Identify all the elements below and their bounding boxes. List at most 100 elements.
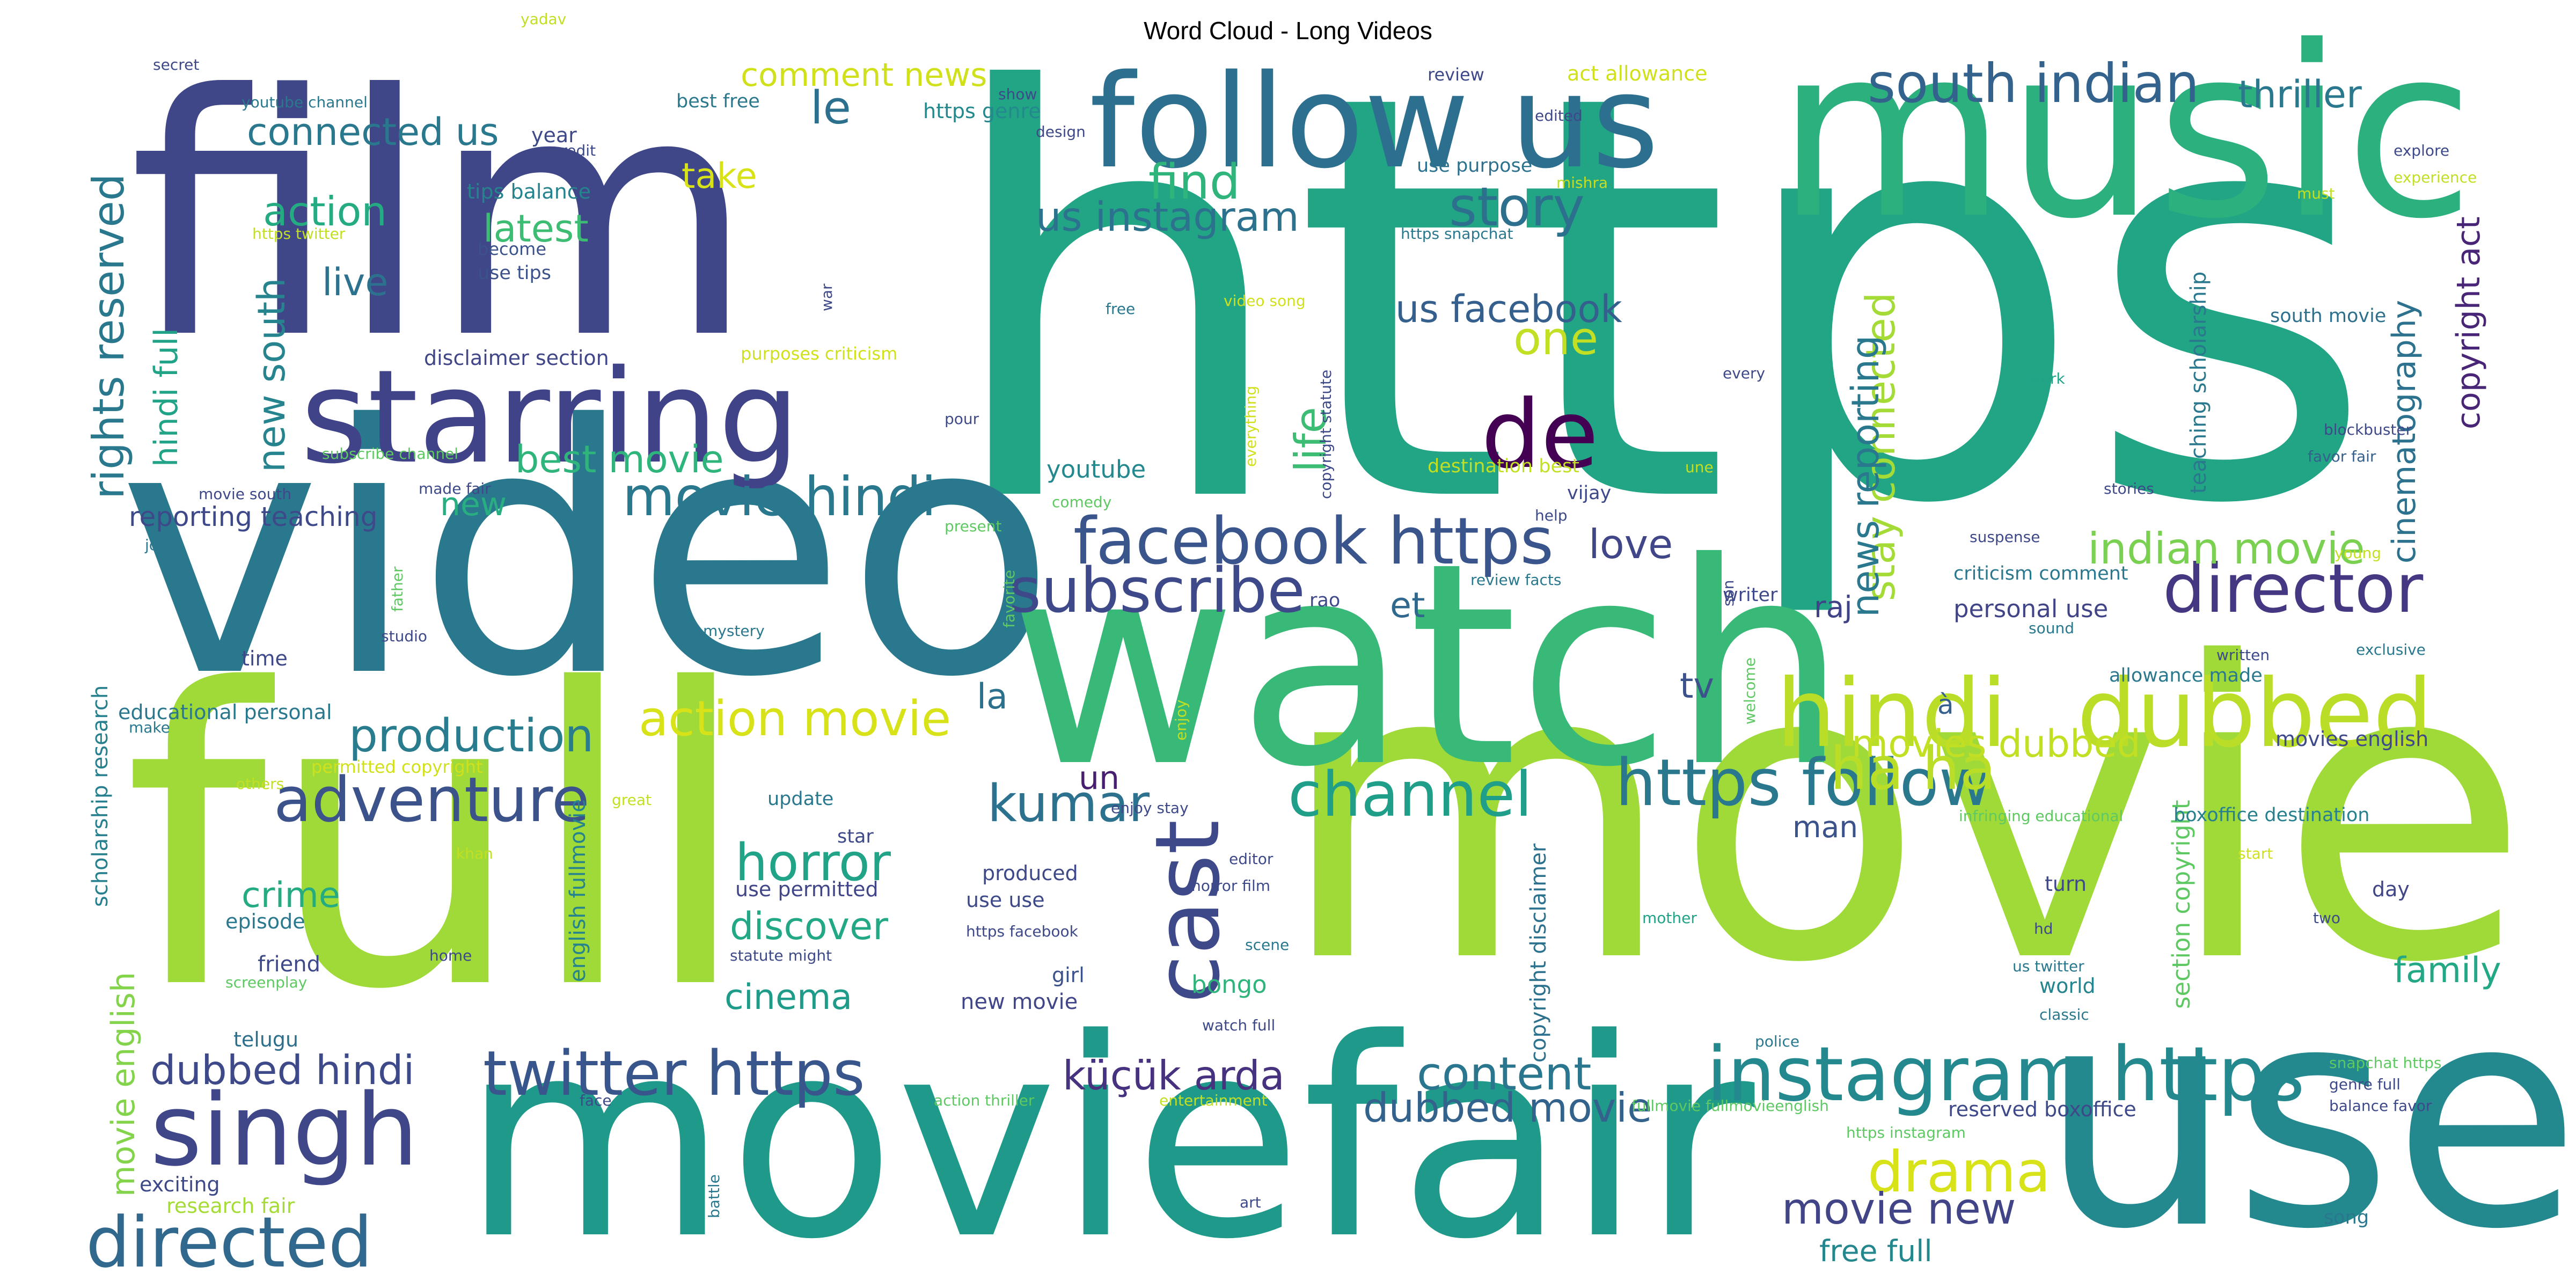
word-research-fair: research fair (166, 1194, 295, 1218)
word-hd: hd (2034, 920, 2053, 938)
word-love: love (1589, 521, 1673, 568)
word-educational-personal: educational personal (118, 700, 332, 724)
word-south-movie: south movie (2270, 305, 2386, 327)
word-join: join (144, 536, 172, 554)
word-entertainment: entertainment (1159, 1092, 1268, 1109)
word-enjoy-stay: enjoy stay (1111, 799, 1189, 817)
word-section-copyright: section copyright (2167, 800, 2196, 1009)
word-youtube-channel: youtube channel (241, 93, 368, 111)
word-design: design (1036, 123, 1086, 141)
word-action-thriller: action thriller (934, 1092, 1035, 1109)
word-face: face (580, 1092, 612, 1109)
word-take: take (682, 156, 757, 196)
word-k-k-arda: küçük arda (1063, 1052, 1285, 1099)
word-mishra: mishra (1556, 174, 1608, 192)
word-every: every (1723, 364, 1765, 382)
word-rights-reserved: rights reserved (84, 173, 134, 499)
word-favorite: favorite (1000, 570, 1018, 628)
word-movie: movie (1277, 577, 2530, 1052)
chart-title: Word Cloud - Long Videos (1144, 17, 1432, 45)
word-scholarship-research: scholarship research (88, 685, 113, 907)
word-us-twitter: us twitter (2012, 957, 2084, 975)
word-help: help (1535, 507, 1568, 524)
word-destination-best: destination best (1428, 456, 1579, 477)
word-find: find (1148, 154, 1240, 210)
word-studio: studio (381, 627, 427, 645)
word-best-free: best free (676, 91, 760, 112)
word-bongo: bongo (1191, 970, 1267, 999)
word-khan: khan (456, 845, 493, 862)
word-cinema: cinema (724, 977, 852, 1018)
word-become: become (478, 239, 546, 259)
word-turn: turn (2045, 872, 2087, 896)
word-tips-balance: tips balance (467, 180, 591, 203)
word-facebook-https: facebook https (1073, 504, 1554, 579)
word-pour: pour (945, 410, 979, 428)
word-father: father (389, 566, 406, 612)
word-https: https (939, 0, 2376, 626)
word-work: work (2029, 370, 2066, 387)
word-welcome: welcome (1741, 657, 1759, 724)
word-start: start (2238, 845, 2273, 862)
word-singh: singh (150, 1072, 419, 1188)
word-make: make (129, 719, 170, 736)
word-kumar: kumar (987, 774, 1150, 833)
word-made-fair: made fair (419, 480, 491, 497)
word-suspense: suspense (1970, 528, 2040, 546)
word-sound: sound (2029, 619, 2074, 637)
word-movies-dubbed: movies dubbed (1851, 722, 2141, 766)
word-two: two (2313, 909, 2340, 927)
word-credit: credit (553, 142, 596, 159)
word-purposes-criticism: purposes criticism (741, 343, 897, 364)
word-use-tips: use tips (478, 262, 551, 284)
word-https-genre: https genre (923, 99, 1041, 123)
word-enjoy: enjoy (1172, 700, 1190, 741)
word-boxoffice-destination: boxoffice destination (2174, 804, 2369, 826)
word-new-movie: new movie (961, 990, 1078, 1014)
word-son: son (1719, 580, 1737, 606)
word-favor-fair: favor fair (2308, 448, 2376, 465)
word-dubbed-movie: dubbed movie (1363, 1084, 1652, 1131)
word-stories: stories (2104, 480, 2154, 497)
word-rao: rao (1309, 590, 1340, 611)
word-us-instagram: us instagram (1036, 193, 1299, 240)
word-https-instagram: https instagram (1846, 1124, 1966, 1141)
word-review-facts: review facts (1470, 571, 1561, 589)
word-scene: scene (1245, 936, 1289, 954)
word-battle: battle (705, 1174, 723, 1218)
word-video: video (118, 352, 1056, 752)
word-le: le (810, 82, 851, 135)
word--: à (1937, 689, 1954, 720)
word-man: man (1792, 810, 1858, 844)
word-personal-use: personal use (1953, 595, 2108, 623)
word-written: written (2216, 646, 2270, 664)
word-best-movie: best movie (515, 437, 724, 481)
word-https-snapchat: https snapchat (1401, 225, 1513, 243)
word-writer: writer (1723, 584, 1778, 606)
word-content: content (1417, 1048, 1591, 1101)
word-us-facebook: us facebook (1395, 287, 1622, 331)
word-song: song (2324, 1207, 2369, 1228)
word-comment-news: comment news (741, 56, 987, 94)
word-watch-full: watch full (1202, 1016, 1275, 1034)
word-video-song: video song (1224, 292, 1306, 310)
word-youtube: youtube (1046, 455, 1146, 484)
word-review: review (1428, 64, 1484, 85)
word-secret: secret (153, 56, 199, 74)
word-day: day (2372, 877, 2410, 901)
word-use-use: use use (966, 888, 1045, 912)
word-instagram-https: instagram https (1707, 1031, 2305, 1118)
word-comedy: comedy (1052, 493, 1111, 511)
word-classic: classic (2039, 1006, 2089, 1023)
word-https-twitter: https twitter (252, 225, 346, 243)
word-un: un (1079, 759, 1119, 797)
word-use-purpose: use purpose (1417, 155, 1532, 177)
word-year: year (531, 123, 577, 147)
word-copyright-statute: copyright statute (1317, 370, 1335, 499)
word-follow-us: follow us (1089, 47, 1659, 197)
word-free-full: free full (1819, 1234, 1933, 1268)
word-screenplay: screenplay (225, 974, 307, 991)
word-update: update (767, 788, 833, 810)
word-connected-us: connected us (247, 110, 499, 154)
